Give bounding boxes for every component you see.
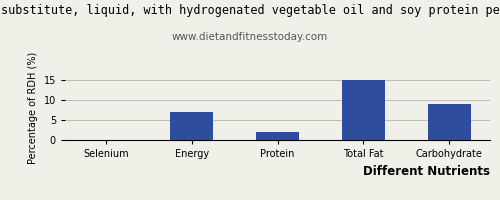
Text: substitute, liquid, with hydrogenated vegetable oil and soy protein pe: substitute, liquid, with hydrogenated ve… [0, 4, 500, 17]
Bar [428, 104, 470, 140]
Y-axis label: Percentage of RDH (%): Percentage of RDH (%) [28, 52, 38, 164]
Bar [342, 80, 385, 140]
Text: www.dietandfitnesstoday.com: www.dietandfitnesstoday.com [172, 32, 328, 42]
Bar [256, 132, 299, 140]
Bar [170, 112, 213, 140]
X-axis label: Different Nutrients: Different Nutrients [363, 165, 490, 178]
